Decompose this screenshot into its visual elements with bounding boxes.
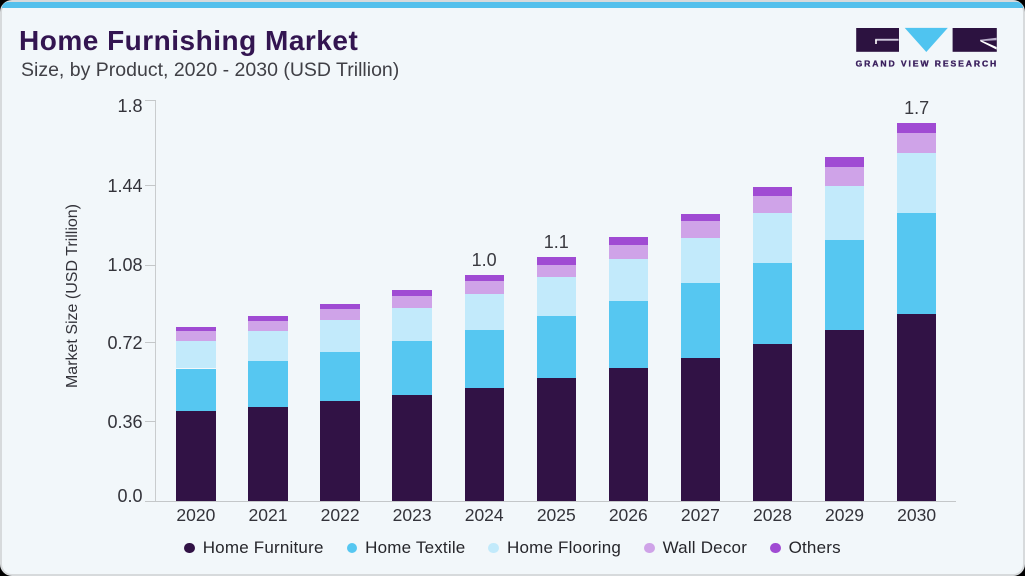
svg-text:GRAND VIEW RESEARCH: GRAND VIEW RESEARCH <box>856 58 999 68</box>
